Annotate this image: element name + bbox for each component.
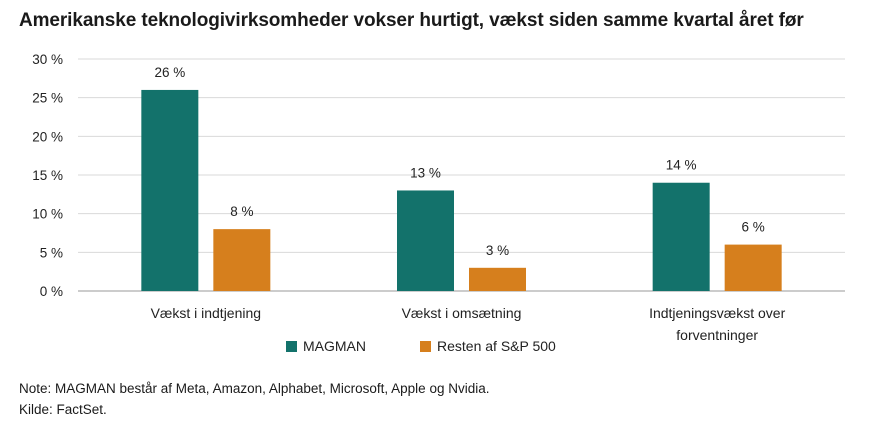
y-tick-label: 0 %	[40, 284, 63, 299]
data-label: 13 %	[410, 165, 441, 180]
y-tick-label: 30 %	[32, 52, 63, 67]
legend: MAGMAN Resten af S&P 500	[286, 338, 556, 354]
data-label: 3 %	[486, 243, 509, 258]
bars	[141, 89, 782, 291]
legend-swatch	[286, 341, 297, 352]
data-labels: 26 % 8 % 13 % 3 % 14 % 6 %	[154, 65, 764, 258]
chart-source: Kilde: FactSet.	[19, 402, 107, 417]
x-tick-label: Vækst i indtjening	[151, 305, 262, 321]
bar	[652, 182, 710, 291]
data-label: 14 %	[666, 158, 697, 173]
chart-title: Amerikanske teknologivirksomheder vokser…	[19, 10, 804, 31]
data-label: 8 %	[230, 204, 253, 219]
x-tick-label: Vækst i omsætning	[402, 305, 522, 321]
y-tick-label: 20 %	[32, 129, 63, 144]
y-tick-label: 5 %	[40, 245, 63, 260]
data-label: 26 %	[154, 65, 185, 80]
x-axis: Vækst i indtjening Vækst i omsætning Indtj…	[151, 305, 786, 343]
data-label: 6 %	[742, 220, 765, 235]
y-tick-label: 25 %	[32, 91, 63, 106]
legend-label: MAGMAN	[303, 338, 366, 354]
legend-label: Resten af S&P 500	[437, 338, 556, 354]
bar	[141, 89, 199, 291]
bar	[213, 229, 271, 291]
y-tick-label: 10 %	[32, 207, 63, 222]
bar	[469, 267, 526, 291]
y-axis: 0 % 5 % 10 % 15 % 20 % 25 % 30 %	[32, 52, 63, 299]
gridlines	[78, 58, 845, 292]
chart-note: Note: MAGMAN består af Meta, Amazon, Alp…	[19, 381, 490, 396]
legend-swatch	[420, 341, 431, 352]
x-tick-label: Indtjeningsvækst over	[649, 305, 786, 321]
y-tick-label: 15 %	[32, 168, 63, 183]
bar	[724, 244, 782, 291]
bar	[397, 190, 454, 291]
x-tick-label: forventninger	[676, 327, 758, 343]
